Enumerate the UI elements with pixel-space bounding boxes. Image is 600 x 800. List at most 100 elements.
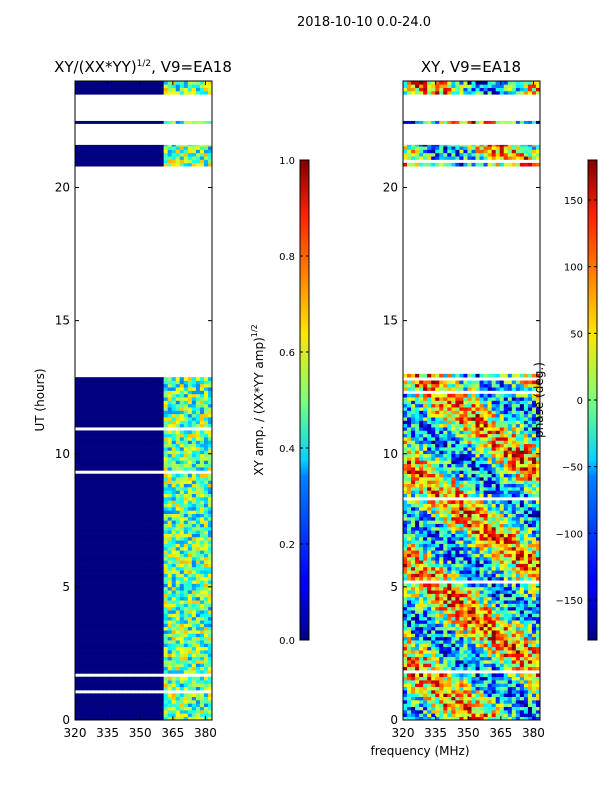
heatmap-cell [163, 686, 169, 691]
heatmap-cell [131, 603, 136, 608]
heatmap-cell [107, 81, 112, 85]
heatmap-cell [175, 593, 181, 598]
heatmap-cell [111, 149, 116, 154]
heatmap-cell [103, 520, 108, 524]
heatmap-cell [143, 643, 148, 648]
heatmap-cell [75, 543, 80, 548]
heatmap-cell [463, 700, 468, 704]
heatmap-cell [139, 550, 144, 554]
heatmap-cell [191, 620, 197, 624]
heatmap-cell [195, 417, 201, 421]
heatmap-cell [203, 620, 209, 624]
heatmap-cell [171, 503, 177, 508]
heatmap-cell [135, 533, 140, 538]
heatmap-cell [403, 613, 408, 618]
heatmap-cell [195, 450, 201, 455]
heatmap-cell [83, 156, 88, 160]
heatmap-cell [475, 690, 480, 694]
heatmap-cell [199, 81, 205, 85]
heatmap-cell [91, 566, 96, 571]
heatmap-cell [119, 646, 124, 651]
heatmap-cell [159, 437, 165, 441]
heatmap-cell [467, 616, 472, 621]
heatmap-cell [159, 623, 165, 628]
figure-title: 2018-10-10 0.0-24.0 [297, 15, 431, 30]
heatmap-cell [199, 603, 205, 608]
heatmap-cell [155, 693, 161, 698]
heatmap-cell [79, 480, 84, 485]
heatmap-cell [75, 159, 80, 164]
heatmap-cell [75, 650, 80, 654]
heatmap-cell [151, 540, 156, 544]
heatmap-cell [107, 120, 112, 124]
heatmap-cell [123, 463, 128, 468]
heatmap-cell [163, 626, 169, 631]
heatmap-cell [507, 646, 513, 651]
heatmap-cell [175, 477, 181, 481]
heatmap-cell [207, 483, 212, 488]
heatmap-cell [75, 566, 80, 571]
heatmap-cell [79, 566, 84, 571]
heatmap-cell [167, 120, 173, 124]
heatmap-cell [435, 623, 440, 628]
heatmap-cell [135, 550, 140, 554]
heatmap-cell [139, 636, 144, 641]
heatmap-cell [207, 397, 212, 401]
heatmap-cell [87, 90, 92, 95]
heatmap-cell [195, 546, 201, 551]
heatmap-cell [411, 706, 416, 711]
heatmap-cell [111, 636, 116, 641]
heatmap-cell [171, 713, 177, 717]
heatmap-cell [107, 377, 112, 381]
heatmap-cell [195, 536, 201, 541]
heatmap-cell [75, 696, 80, 701]
heatmap-cell [155, 437, 161, 441]
heatmap-cell [75, 560, 80, 564]
heatmap-cell [79, 586, 84, 591]
heatmap-cell [95, 663, 100, 668]
heatmap-cell [135, 407, 140, 411]
heatmap-cell [119, 666, 124, 671]
heatmap-cell [495, 693, 501, 698]
heatmap-cell [123, 570, 128, 574]
heatmap-cell [143, 453, 148, 458]
heatmap-cell [483, 636, 489, 641]
heatmap-cell [79, 620, 84, 624]
heatmap-cell [135, 460, 140, 465]
heatmap-cell [107, 670, 112, 674]
heatmap-cell [87, 503, 92, 508]
heatmap-cell [455, 610, 460, 614]
heatmap-cell [123, 586, 128, 591]
heatmap-cell [99, 530, 104, 534]
heatmap-cell [531, 613, 537, 618]
heatmap-cell [419, 613, 424, 618]
heatmap-cell [143, 636, 148, 641]
heatmap-cell [475, 673, 480, 678]
heatmap-cell [199, 417, 205, 421]
heatmap-cell [199, 620, 205, 624]
heatmap-cell [87, 610, 92, 614]
heatmap-cell [83, 410, 88, 415]
heatmap-cell [199, 593, 205, 598]
heatmap-cell [183, 460, 189, 465]
heatmap-cell [471, 700, 476, 704]
heatmap-cell [147, 613, 152, 618]
heatmap-cell [103, 377, 108, 381]
heatmap-cell [91, 670, 96, 674]
heatmap-cell [199, 413, 205, 418]
heatmap-cell [199, 686, 205, 691]
heatmap-cell [191, 453, 197, 458]
heatmap-cell [511, 676, 517, 681]
heatmap-cell [199, 510, 205, 514]
heatmap-cell [139, 556, 144, 561]
heatmap-cell [427, 623, 432, 628]
heatmap-cell [79, 643, 84, 648]
heatmap-cell [203, 596, 209, 601]
heatmap-cell [135, 593, 140, 598]
heatmap-cell [195, 653, 201, 658]
heatmap-cell [199, 560, 205, 564]
heatmap-cell [87, 383, 92, 388]
heatmap-cell [107, 600, 112, 604]
heatmap-cell [199, 696, 205, 701]
heatmap-cell [123, 503, 128, 508]
